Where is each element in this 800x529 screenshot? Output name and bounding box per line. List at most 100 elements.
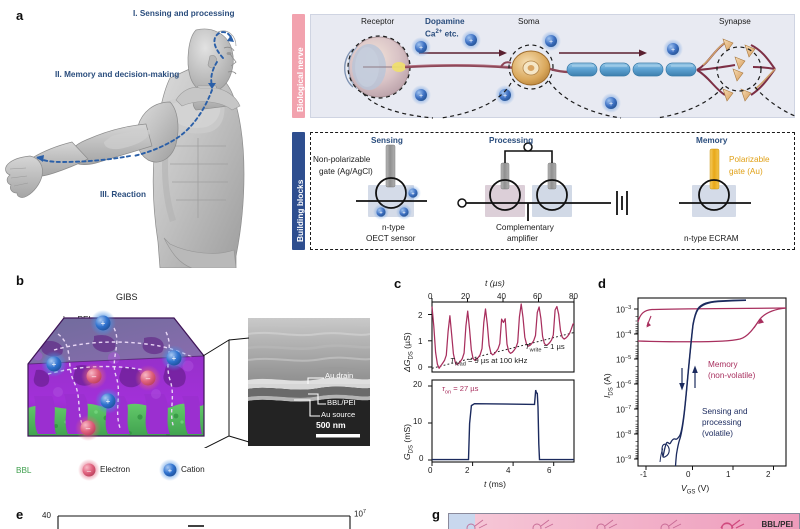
d-ytick-5: 10−8 (616, 430, 632, 440)
panel-b-legend: – + (78, 459, 181, 481)
c-bot-xtick-2: 4 (506, 466, 511, 475)
d-ytick-3: 10−6 (616, 380, 632, 390)
human-body-illustration (0, 6, 282, 268)
e-right-tick: 107 (354, 509, 366, 519)
svg-text:+: + (402, 211, 405, 217)
carrier-spheres: + + + + – – (41, 310, 187, 441)
human-step-label-1: I. Sensing and processing (133, 9, 235, 18)
d-series-label-memory-line1: Memory (708, 360, 738, 369)
c-ytick-bot-1: 10 (413, 417, 422, 426)
memory-gate-label-line1: Polarizable (729, 155, 770, 164)
c-ytick-bot-0: 0 (419, 454, 424, 463)
memory-caption-line2: n-type ECRAM (684, 234, 739, 243)
band-biological-nerve-label: Biological nerve (295, 47, 305, 112)
c-xtick-4: 80 (569, 292, 578, 301)
c-bot-xtick-1: 2 (465, 466, 470, 475)
panel-letter-b: b (16, 273, 24, 288)
svg-text:+: + (106, 397, 111, 406)
legend-label-cation: Cation (181, 465, 205, 474)
svg-text:+: + (503, 93, 507, 100)
d-series-label-sensing-line2: processing (702, 418, 742, 427)
synapse-label: Synapse (719, 17, 751, 26)
panel-c-top-axis-title: t (µs) (485, 278, 505, 288)
ion-group: + + + + + + (411, 30, 683, 113)
etc-text: etc. (442, 29, 459, 39)
d-series-label-sensing-line1: Sensing and (702, 407, 748, 416)
band-building-blocks-label: Building blocks (295, 179, 305, 242)
d-ytick-0: 10−3 (616, 305, 632, 315)
legend-label-electron: Electron (100, 465, 131, 474)
d-xtick-2: 1 (726, 470, 731, 479)
svg-text:+: + (549, 39, 553, 46)
panel-letter-d: d (598, 276, 606, 291)
d-series-label-memory-line2: (non-volatile) (708, 371, 756, 380)
d-ytick-4: 10−7 (616, 405, 632, 415)
panel-letter-e: e (16, 507, 24, 522)
sem-annotation-au-source: Au source (321, 410, 356, 419)
biological-nerve-svg: + + + + + + (344, 30, 796, 119)
panel-c-plot-svg (428, 298, 575, 466)
svg-text:+: + (609, 101, 613, 108)
svg-text:–: – (86, 424, 91, 433)
e-right-tick-base: 10 (354, 509, 363, 519)
g-polymer-band: BBL/PEI (448, 513, 800, 529)
processing-caption-line2: amplifier (507, 234, 538, 243)
gibs-film-illustration: + + + + – – (18, 296, 238, 456)
c-ytick-bot-2: 20 (413, 380, 422, 389)
svg-text:+: + (168, 466, 173, 475)
sensing-caption-line1: n-type (382, 223, 405, 232)
d-series-label-sensing-line3: (volatile) (702, 429, 733, 438)
legend-electron-icon: – (78, 459, 100, 481)
sem-svg (248, 318, 370, 446)
svg-text:–: – (92, 372, 97, 381)
g-band-svg (466, 519, 745, 529)
panel-letter-a: a (16, 8, 24, 23)
d-xtick-0: -1 (640, 470, 648, 479)
sem-micrograph: Au drain BBL/PEI Au source 500 nm (248, 318, 370, 446)
c-xtick-1: 20 (461, 292, 470, 301)
d-xtick-3: 2 (766, 470, 771, 479)
panel-d-plot-svg (634, 297, 787, 470)
d-ytick-1: 10−4 (616, 330, 632, 340)
c-annotation-tread: Tread = 9 µs at 100 kHz (450, 356, 528, 368)
c-annotation-twrite: Twrite = 1 µs (525, 342, 565, 354)
d-xtick-1: 0 (686, 470, 691, 479)
calcium-charge: 2+ (435, 29, 443, 35)
svg-text:+: + (419, 45, 423, 52)
dopamine-label-line2: Ca2+ etc. (425, 29, 459, 39)
gibs-title: GIBS (116, 292, 138, 302)
gibs-svg: + + + + – – (27, 310, 205, 441)
sem-annotation-au-drain: Au drain (325, 371, 354, 380)
processing-caption-line1: Complementary (496, 223, 554, 232)
e-right-tick-exp: 7 (362, 509, 367, 515)
band-building-blocks: Building blocks (292, 132, 305, 250)
sensing-gate-label-line1: Non-polarizable (313, 155, 371, 164)
c-xtick-0: 0 (428, 292, 433, 301)
svg-text:–: – (146, 374, 151, 383)
c-ytick-top-0: 0 (418, 363, 423, 372)
biological-nerve-schematic: + + + + + + (310, 14, 796, 119)
panel-d-xlabel: VGS (V) (681, 483, 710, 496)
receptor-label: Receptor (361, 17, 395, 26)
c-bot-xtick-0: 0 (428, 466, 433, 475)
chart-panel-e: 40 107 (18, 506, 378, 529)
c-xtick-2: 40 (497, 292, 506, 301)
soma-label: Soma (518, 17, 540, 26)
svg-text:+: + (671, 47, 675, 54)
svg-text:+: + (379, 211, 382, 217)
c-bot-xtick-3: 6 (547, 466, 552, 475)
building-blocks-schematic: + + + (310, 132, 795, 250)
block-title-processing: Processing (489, 136, 534, 145)
g-band-label: BBL/PEI (761, 520, 793, 529)
dopamine-label-line1: Dopamine (425, 17, 465, 26)
sem-scalebar-label: 500 nm (316, 420, 346, 430)
svg-text:+: + (469, 38, 473, 45)
human-step-label-2: II. Memory and decision-making (55, 70, 180, 79)
d-ytick-2: 10−5 (616, 355, 632, 365)
panel-letter-c: c (394, 276, 402, 291)
c-xtick-3: 60 (533, 292, 542, 301)
panel-letter-g: g (432, 507, 440, 522)
svg-text:+: + (172, 354, 177, 363)
sensing-gate-label-line2: gate (Ag/AgCl) (319, 167, 373, 176)
human-step-label-3: III. Reaction (100, 190, 146, 199)
